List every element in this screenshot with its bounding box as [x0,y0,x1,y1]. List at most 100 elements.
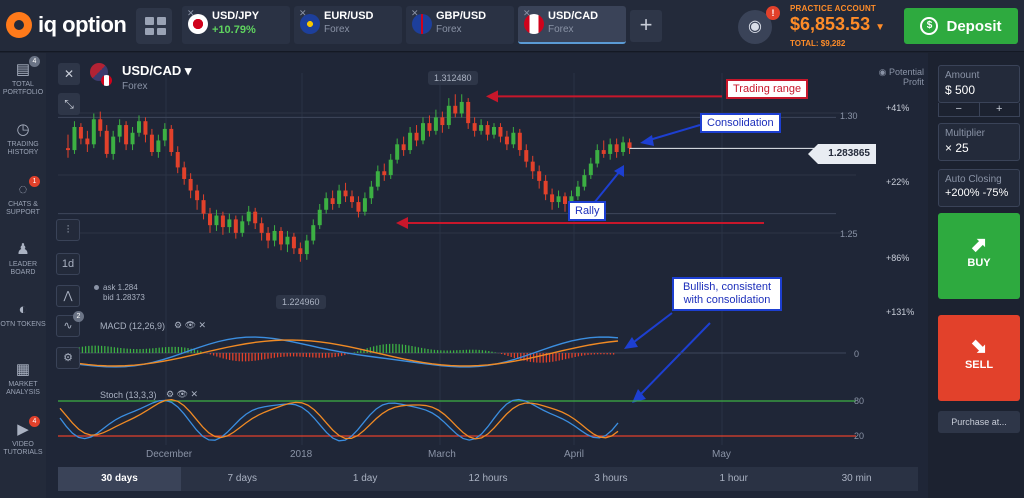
y-axis-label: 1.30 [840,111,858,121]
sidebar-item-leaderboard[interactable]: ♟ LEADER BOARD [0,241,46,277]
tab-eur-usd[interactable]: ✕ EUR/USD Forex [294,6,402,44]
tab-change: +10.79% [212,24,256,36]
multiplier-field[interactable]: Multiplier × 25 [938,123,1020,161]
candle-body [485,125,490,135]
deposit-button[interactable]: $ Deposit [904,8,1018,44]
amount-value[interactable]: $ 500 [945,83,976,97]
sidebar-item-market-analysis[interactable]: ▦ MARKET ANALYSIS [0,361,46,397]
info-icon: ◉ [878,67,889,77]
drawing-tools-button[interactable]: ⋀ [56,285,80,307]
sidebar-item-label: LEADER BOARD [8,261,37,276]
auto-closing-label: Auto Closing [945,174,1002,185]
flag-icon [188,14,208,34]
stoch-arrow [637,322,711,398]
sidebar-item-video[interactable]: ▶ 4 VIDEO TUTORIALS [0,416,46,457]
candle-body [350,196,354,203]
add-tab-button[interactable]: + [630,10,662,42]
all-assets-button[interactable] [136,8,172,44]
gear-icon[interactable]: ⚙ [174,320,183,330]
sell-button[interactable]: ⬊ SELL [938,315,1020,401]
sidebar-item-history[interactable]: ◷ TRADING HISTORY [0,121,46,157]
sidebar-item-portfolio[interactable]: ▤ 4 TOTAL PORTFOLIO [0,56,46,97]
close-icon[interactable]: ✕ [523,8,531,18]
low-price-label: 1.224960 [276,295,326,309]
sidebar-item-otn[interactable]: ◐ OTN TOKENS [0,301,46,329]
chart-area[interactable]: ✕ ⤡ USD/CAD ▾ Forex ⫶ 1d ⋀ ∿ 2 ⚙ ask 1.28… [46,53,928,498]
candle-body [220,215,225,228]
timeframe-1d[interactable]: 1 day [352,473,378,484]
top-bar: iq option ✕ USD/JPY +10.79% ✕ EUR/USD Fo… [0,0,1024,52]
timeframe-bar: 30 days 7 days 1 day 12 hours 3 hours 1 … [58,467,918,491]
eye-icon[interactable]: 👁 [184,320,197,330]
candle-body [285,236,290,245]
camera-icon[interactable]: ◉ [738,10,772,44]
timeframe-12h[interactable]: 12 hours [468,473,508,484]
close-icon[interactable]: ✕ [187,8,195,18]
tab-usd-cad[interactable]: ✕ USD/CAD Forex [518,6,626,44]
balance-value: $6,853.53 [790,14,871,34]
buy-button[interactable]: ⬈ BUY [938,213,1020,299]
stoch-d-line [59,399,619,440]
candle-body [608,144,613,154]
candles-type-button[interactable]: ⫶ [56,219,80,241]
gear-icon[interactable]: ⚙ [166,389,175,399]
close-icon[interactable]: ✕ [198,320,207,330]
sidebar-item-chats[interactable]: ◌ 1 CHATS & SUPPORT [0,176,46,217]
settings-button[interactable]: ⚙ [56,347,80,369]
candle-body [517,132,522,151]
candle-body [408,132,413,151]
eye-icon[interactable]: 👁 [176,389,189,399]
x-axis-label: December [146,449,193,460]
close-icon[interactable]: ✕ [299,8,307,18]
candle-body [201,200,206,214]
candle-body [104,130,109,154]
timeframe-7d[interactable]: 7 days [227,473,258,484]
close-icon[interactable]: ✕ [190,389,199,399]
dollar-icon: $ [920,17,939,35]
chevron-down-icon: ▾ [184,63,192,78]
candle-body [72,126,77,151]
period-button[interactable]: 1d [56,253,80,275]
candle-body [169,128,174,153]
candle-body [85,138,90,145]
candle-body [208,213,212,226]
indicators-button[interactable]: ∿ 2 [56,311,84,337]
deposit-label: Deposit [946,17,1002,35]
collapse-icon[interactable]: ⤡ [58,93,80,115]
purchase-at-button[interactable]: Purchase at... [938,411,1020,433]
auto-closing-field[interactable]: Auto Closing +200% -75% [938,169,1020,207]
drawing-icon: ⋀ [63,290,73,302]
timeframe-3h[interactable]: 3 hours [594,473,628,484]
candle-body [330,198,335,204]
tab-gbp-usd[interactable]: ✕ GBP/USD Forex [406,6,514,44]
arrow-head [396,217,408,229]
close-chart-button[interactable]: ✕ [58,63,80,85]
info-icon [94,285,99,290]
tab-usd-jpy[interactable]: ✕ USD/JPY +10.79% [182,6,290,44]
candle-body [272,230,277,241]
decrease-button[interactable]: − [939,103,980,116]
history-icon: ◷ [16,121,30,138]
increase-button[interactable]: + [996,103,1003,115]
gear-icon: ⚙ [63,352,73,364]
timeframe-1h[interactable]: 1 hour [719,473,748,484]
candle-body [279,230,283,245]
amount-label: Amount [945,70,980,81]
annotation-bullish: Bullish, consistent with consolidation [672,277,782,311]
candle-body [182,167,187,179]
account-balance[interactable]: PRACTICE ACCOUNT $6,853.53 ▼ TOTAL: $9,2… [790,4,894,48]
candle-body [162,128,167,141]
y-axis-label: 1.25 [840,229,858,239]
arrow-head [640,135,654,146]
timeframe-30m[interactable]: 30 min [841,473,872,484]
timeframe-30d[interactable]: 30 days [58,467,181,491]
x-axis-label: 2018 [290,449,313,460]
macd-zero-label: 0 [854,349,860,359]
candle-body [466,101,471,124]
tab-name: USD/CAD [548,10,599,22]
otn-icon: ◐ [18,301,28,318]
close-icon[interactable]: ✕ [411,8,419,18]
logo[interactable]: iq option [6,12,127,38]
amount-field[interactable]: Amount $ 500 [938,65,1020,103]
rally-arrow [593,170,621,204]
